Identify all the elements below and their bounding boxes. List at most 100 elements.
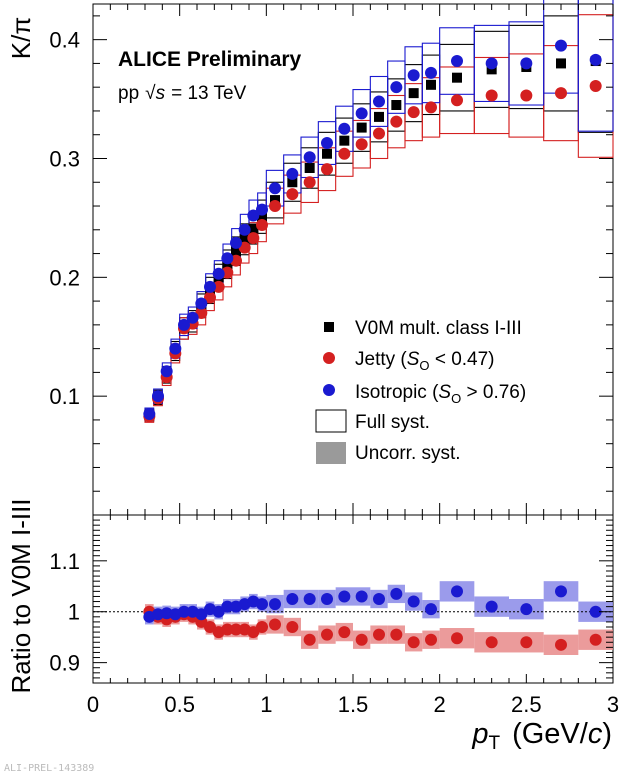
point-isotropic-27 bbox=[555, 39, 567, 52]
point-jetty-25 bbox=[485, 89, 498, 102]
ratio-point-jetty-9 bbox=[221, 623, 234, 636]
ratio-point-isotropic-9 bbox=[221, 600, 234, 613]
point-jetty-27 bbox=[555, 87, 567, 100]
point-isotropic-16 bbox=[303, 151, 316, 164]
syst-box-isotropic-28 bbox=[577, 0, 614, 132]
ratio-point-isotropic-8 bbox=[212, 605, 225, 618]
ratio-point-isotropic-26 bbox=[520, 603, 533, 616]
point-v0m-22 bbox=[408, 88, 419, 99]
ratio-point-jetty-19 bbox=[355, 633, 368, 646]
point-isotropic-2 bbox=[160, 365, 173, 378]
point-jetty-23 bbox=[425, 101, 437, 114]
point-v0m-13 bbox=[257, 211, 267, 222]
ratio-y-tick-label: 1.1 bbox=[49, 549, 80, 574]
legend-label-full-syst: Full syst. bbox=[355, 412, 430, 433]
legend-marker-isotropic bbox=[323, 384, 335, 396]
ratio-point-isotropic-27 bbox=[555, 585, 567, 598]
point-v0m-24 bbox=[452, 72, 462, 83]
x-tick-label: 2.5 bbox=[511, 692, 542, 717]
ratio-data-points bbox=[143, 585, 602, 651]
publication-id: ALI-PREL-143389 bbox=[4, 763, 94, 774]
point-isotropic-11 bbox=[238, 223, 251, 236]
point-isotropic-28 bbox=[589, 53, 602, 66]
point-isotropic-4 bbox=[178, 318, 190, 331]
top-y-tick-label: 0.2 bbox=[49, 265, 80, 290]
ratio-point-jetty-16 bbox=[303, 633, 316, 646]
ratio-point-isotropic-14 bbox=[269, 598, 281, 611]
ratio-point-jetty-27 bbox=[555, 638, 567, 651]
top-data-points bbox=[143, 39, 602, 423]
point-isotropic-21 bbox=[390, 81, 403, 94]
ratio-point-isotropic-19 bbox=[355, 590, 368, 603]
point-isotropic-7 bbox=[204, 280, 216, 293]
legend: V0M mult. class I-III Jetty (SO < 0.47) … bbox=[315, 318, 526, 464]
legend-marker-uncorr-syst bbox=[316, 442, 346, 464]
point-v0m-21 bbox=[391, 100, 402, 111]
ratio-point-isotropic-28 bbox=[589, 605, 602, 618]
point-isotropic-9 bbox=[221, 252, 234, 265]
point-isotropic-3 bbox=[169, 342, 182, 355]
ratio-point-isotropic-17 bbox=[321, 593, 333, 605]
point-v0m-27 bbox=[556, 58, 566, 69]
ratio-point-isotropic-25 bbox=[485, 600, 498, 613]
ratio-point-jetty-20 bbox=[373, 628, 385, 641]
ratio-point-isotropic-21 bbox=[390, 587, 403, 600]
point-jetty-14 bbox=[269, 200, 281, 213]
point-isotropic-25 bbox=[485, 57, 498, 70]
ratio-point-isotropic-15 bbox=[286, 593, 299, 605]
ratio-point-isotropic-6 bbox=[195, 608, 208, 621]
x-tick-label: 1 bbox=[260, 692, 272, 717]
point-v0m-19 bbox=[356, 122, 367, 133]
ratio-point-isotropic-2 bbox=[160, 607, 173, 620]
ratio-point-isotropic-18 bbox=[338, 590, 351, 603]
ratio-point-jetty-24 bbox=[451, 632, 463, 645]
ratio-uncertainty-bands bbox=[145, 581, 613, 655]
point-jetty-7 bbox=[204, 291, 216, 304]
point-jetty-18 bbox=[338, 147, 351, 160]
x-axis-title: pT (GeV/c) bbox=[471, 718, 612, 754]
point-jetty-26 bbox=[520, 89, 533, 102]
chart-subtitle: pp √s = 13 TeV bbox=[118, 83, 247, 104]
point-isotropic-23 bbox=[425, 66, 437, 79]
ratio-point-jetty-26 bbox=[520, 636, 533, 649]
ratio-point-isotropic-20 bbox=[373, 593, 385, 605]
point-isotropic-0 bbox=[143, 407, 156, 420]
x-tick-label: 0.5 bbox=[164, 692, 195, 717]
ratio-point-isotropic-24 bbox=[451, 585, 463, 598]
ratio-point-jetty-21 bbox=[390, 628, 403, 641]
legend-marker-jetty bbox=[323, 352, 335, 364]
point-jetty-12 bbox=[247, 232, 260, 245]
x-tick-label: 1.5 bbox=[338, 692, 369, 717]
point-jetty-8 bbox=[212, 280, 225, 293]
point-jetty-13 bbox=[256, 219, 268, 232]
legend-marker-full-syst bbox=[315, 409, 347, 433]
ratio-point-jetty-7 bbox=[204, 621, 216, 633]
ratio-y-axis-title: Ratio to V0M I-III bbox=[6, 498, 36, 693]
ratio-point-isotropic-16 bbox=[303, 593, 316, 605]
point-jetty-24 bbox=[451, 94, 463, 107]
ratio-point-isotropic-4 bbox=[178, 605, 190, 618]
point-isotropic-20 bbox=[373, 95, 385, 108]
point-isotropic-17 bbox=[321, 137, 333, 150]
legend-label-isotropic: Isotropic (SO > 0.76) bbox=[355, 382, 526, 406]
chart-title: ALICE Preliminary bbox=[118, 48, 302, 71]
point-v0m-12 bbox=[248, 223, 259, 234]
ratio-point-jetty-13 bbox=[256, 621, 268, 633]
axes-ticks: 0 0.5 1 1.5 2 2.5 3 0.1 0.2 0.3 0.4 0.9 1 1.1 bbox=[49, 4, 619, 717]
point-isotropic-14 bbox=[269, 182, 281, 195]
top-y-tick-label: 0.3 bbox=[49, 146, 80, 171]
point-v0m-17 bbox=[322, 148, 332, 159]
point-v0m-10 bbox=[231, 246, 241, 257]
point-isotropic-26 bbox=[520, 57, 533, 70]
x-tick-label: 0 bbox=[87, 692, 99, 717]
point-v0m-20 bbox=[374, 111, 384, 122]
ratio-point-jetty-23 bbox=[425, 633, 437, 646]
point-jetty-20 bbox=[373, 127, 385, 140]
point-v0m-16 bbox=[304, 162, 315, 173]
point-v0m-18 bbox=[339, 135, 350, 146]
point-isotropic-15 bbox=[286, 167, 299, 180]
point-isotropic-18 bbox=[338, 122, 351, 135]
ratio-point-jetty-25 bbox=[485, 636, 498, 649]
point-v0m-23 bbox=[426, 79, 436, 90]
